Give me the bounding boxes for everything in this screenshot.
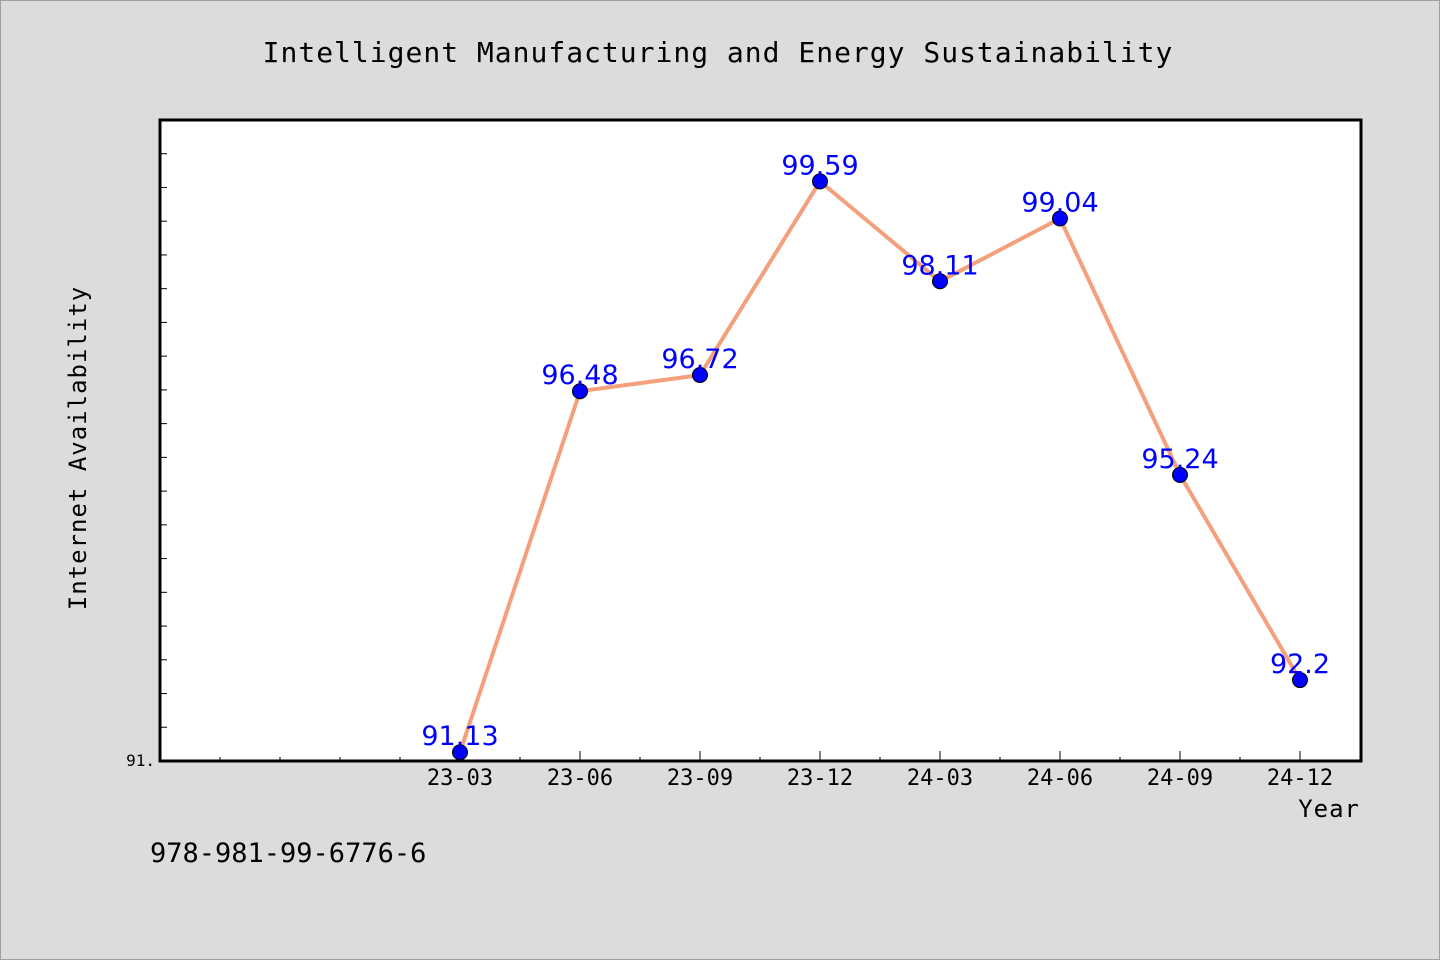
x-tick-label: 23-12 <box>787 766 853 791</box>
x-tick-labels: 23-03 23-06 23-09 23-12 24-03 24-06 24-09 24-12 <box>427 766 1333 791</box>
data-label: 95.24 <box>1141 444 1218 475</box>
isbn-text: 978-981-99-6776-6 <box>150 838 426 869</box>
x-tick-label: 24-03 <box>907 766 973 791</box>
data-point-marker <box>1172 466 1188 483</box>
chart-title: Intelligent Manufacturing and Energy Sus… <box>263 36 1174 69</box>
data-point-marker <box>572 383 588 400</box>
x-tick-label: 24-12 <box>1267 766 1333 791</box>
plot-area <box>158 118 1363 763</box>
data-label: 91.13 <box>421 721 498 752</box>
x-tick-label: 23-03 <box>427 766 493 791</box>
x-tick-label: 23-06 <box>547 766 613 791</box>
data-label: 96.48 <box>541 360 618 391</box>
x-axis-label: Year <box>1298 795 1360 823</box>
y-axis-label: Internet Availability <box>64 286 92 610</box>
data-point-marker <box>1052 210 1068 227</box>
data-point-marker <box>812 173 828 190</box>
data-label: 99.59 <box>781 150 858 181</box>
series-group: 91.13 96.48 96.72 99.59 98.11 99.04 95.24 92.2 <box>421 150 1330 761</box>
data-label: 98.11 <box>901 250 978 281</box>
data-point-marker <box>1292 672 1308 689</box>
data-label: 96.72 <box>661 344 738 375</box>
x-tick-label: 23-09 <box>667 766 733 791</box>
y-axis-min-label: 91. <box>126 751 155 770</box>
x-tick-label: 24-06 <box>1027 766 1093 791</box>
data-point-marker <box>692 367 708 384</box>
data-point-marker <box>452 744 468 761</box>
y-axis-ticks <box>160 119 167 762</box>
data-point-marker <box>932 273 948 290</box>
data-label: 92.2 <box>1270 649 1330 680</box>
x-tick-label: 24-09 <box>1147 766 1213 791</box>
series-line <box>458 179 1302 753</box>
data-label: 99.04 <box>1021 188 1098 219</box>
